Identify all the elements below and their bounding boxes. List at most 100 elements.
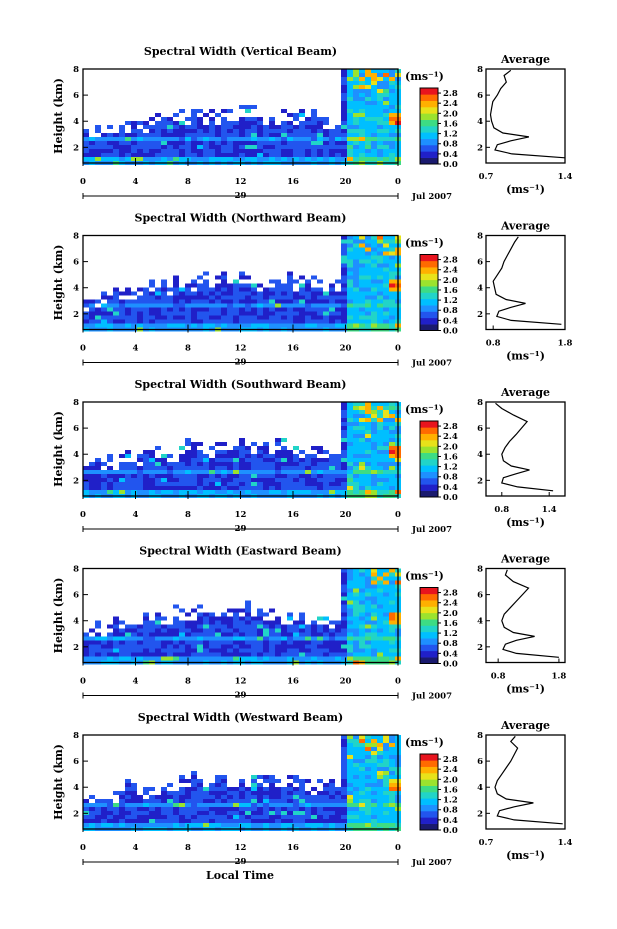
panel-3: Spectral Width (Eastward Beam) 2 4 6 8 Height… (52, 545, 566, 702)
panel-2: Spectral Width (Southward Beam) 2 4 6 8 Heigh… (52, 378, 566, 535)
average-y-tick-label: 8 (477, 398, 483, 408)
x-tick-label: 12 (235, 677, 247, 687)
average-x-label: (ms⁻¹) (506, 849, 545, 862)
colorbar-tick-label: 1.2 (443, 130, 458, 140)
y-tick-label: 4 (73, 783, 79, 793)
heatmap-cells (83, 735, 401, 831)
colorbar-swatch (420, 587, 438, 595)
colorbar-unit: (ms⁻¹) (405, 403, 444, 416)
colorbar-swatch (420, 644, 438, 652)
colorbar-swatch (420, 478, 438, 485)
colorbar-tick-label: 2.4 (443, 99, 458, 109)
date-label: 29 (235, 358, 247, 368)
x-tick-label: 16 (287, 843, 299, 853)
x-tick-label: 0 (80, 677, 86, 687)
colorbar-swatch (420, 606, 438, 614)
y-axis-label: Height (km) (52, 245, 65, 321)
colorbar-swatch (420, 650, 438, 658)
heatmap-cells (83, 235, 401, 332)
heatmap-cells (83, 402, 401, 498)
colorbar-swatch (420, 138, 438, 146)
x-tick-label: 8 (185, 344, 191, 354)
colorbar-tick-label: 2.4 (443, 266, 458, 276)
colorbar-swatch (420, 100, 438, 108)
y-tick-label: 6 (73, 424, 79, 434)
y-tick-label: 4 (73, 450, 79, 460)
average-frame (485, 734, 566, 830)
average-title: Average (500, 220, 550, 233)
average-frame (485, 234, 566, 331)
colorbar-swatch (420, 766, 438, 774)
average-y-tick-label: 4 (477, 783, 483, 793)
colorbar-tick-label: 1.6 (443, 785, 458, 795)
y-tick-label: 2 (73, 310, 79, 320)
colorbar-swatch (420, 317, 438, 325)
colorbar-swatch (420, 804, 438, 812)
x-tick-label: 16 (287, 677, 299, 687)
colorbar-swatch (420, 132, 438, 139)
average-y-tick-label: 2 (477, 809, 483, 819)
average-x-tick-label: 1.4 (542, 505, 557, 515)
average-y-tick-label: 4 (477, 284, 483, 294)
colorbar-swatch (420, 267, 438, 274)
colorbar-swatch (420, 157, 438, 165)
colorbar-tick-label: 1.6 (443, 119, 458, 129)
x-tick-label: 4 (133, 843, 139, 853)
x-tick-label: 12 (235, 177, 247, 187)
colorbar-swatch (420, 600, 438, 607)
y-tick-label: 6 (73, 591, 79, 601)
x-tick-label: 20 (340, 510, 352, 520)
y-tick-label: 8 (73, 565, 79, 575)
y-tick-label: 8 (73, 398, 79, 408)
average-title: Average (500, 719, 550, 732)
average-frame (485, 401, 566, 497)
colorbar-tick-label: 2.0 (443, 775, 458, 785)
panel-title: Spectral Width (Eastward Beam) (139, 545, 341, 558)
colorbar-tick-label: 2.0 (443, 442, 458, 452)
colorbar-swatch (420, 798, 438, 805)
colorbar-swatch (420, 593, 438, 601)
colorbar-swatch (420, 452, 438, 460)
colorbar-swatch (420, 324, 438, 331)
colorbar-swatch (420, 459, 438, 466)
x-tick-label: 0 (80, 344, 86, 354)
average-profile-line (494, 735, 563, 825)
colorbar-swatch (420, 260, 438, 268)
colorbar-swatch (420, 427, 438, 434)
colorbar-swatch (420, 88, 438, 95)
average-y-tick-label: 6 (477, 258, 483, 268)
colorbar-unit: (ms⁻¹) (405, 70, 444, 83)
colorbar-tick-label: 0.4 (443, 816, 458, 826)
y-tick-label: 8 (73, 731, 79, 741)
average-y-tick-label: 4 (477, 117, 483, 127)
colorbar-swatch (420, 754, 438, 761)
colorbar-tick-label: 0.0 (443, 493, 458, 503)
date-label: 29 (235, 191, 247, 201)
colorbar-tick-label: 0.8 (443, 806, 458, 816)
average-title: Average (500, 53, 550, 66)
month-label: Jul 2007 (411, 525, 452, 535)
average-x-tick-label: 0.7 (479, 172, 494, 182)
x-tick-label: 12 (235, 510, 247, 520)
average-y-tick-label: 8 (477, 731, 483, 741)
average-x-tick-label: 0.8 (494, 505, 509, 515)
colorbar-frame (419, 587, 439, 664)
colorbar-swatch (420, 785, 438, 793)
y-tick-label: 4 (73, 284, 79, 294)
y-axis-label: Height (km) (52, 744, 65, 820)
colorbar-swatch (420, 292, 438, 300)
x-tick-label: 8 (185, 510, 191, 520)
average-x-label: (ms⁻¹) (506, 516, 545, 529)
average-x-label: (ms⁻¹) (506, 183, 545, 196)
x-tick-label: 4 (133, 677, 139, 687)
colorbar-swatch (420, 631, 438, 639)
colorbar-tick-label: 0.0 (443, 660, 458, 670)
average-x-tick-label: 0.8 (486, 339, 501, 349)
colorbar-swatch (420, 421, 438, 428)
colorbar-tick-label: 2.0 (443, 109, 458, 119)
x-tick-label: 0 (395, 510, 401, 520)
colorbar-unit: (ms⁻¹) (405, 237, 444, 250)
average-frame (485, 68, 566, 164)
average-x-label: (ms⁻¹) (506, 683, 545, 696)
